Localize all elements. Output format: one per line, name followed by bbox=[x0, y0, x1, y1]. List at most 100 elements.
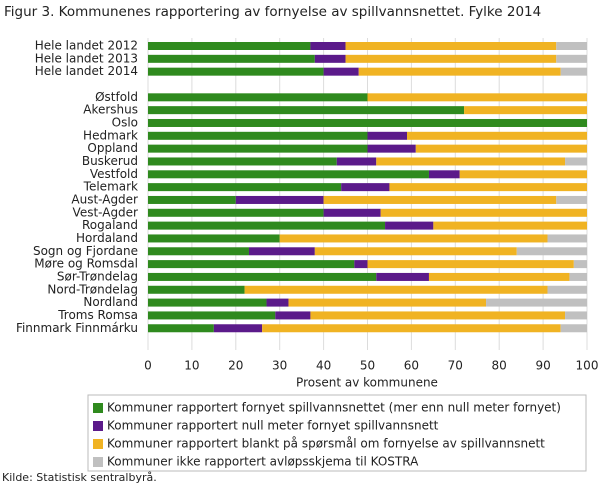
bar-segment bbox=[560, 324, 587, 333]
x-tick-label: 30 bbox=[272, 359, 287, 373]
bar-segment bbox=[516, 247, 587, 256]
bar-segment bbox=[288, 298, 487, 307]
bar-segment bbox=[279, 234, 548, 243]
bar-segment bbox=[376, 272, 429, 281]
bar-segment bbox=[148, 324, 214, 333]
x-axis-label: Prosent av kommunene bbox=[296, 376, 438, 390]
bar-segment bbox=[148, 157, 337, 166]
legend-swatch bbox=[93, 403, 103, 413]
bar-segment bbox=[148, 144, 368, 153]
bar-segment bbox=[428, 272, 570, 281]
y-tick-label: Buskerud bbox=[82, 154, 138, 168]
bar-segment bbox=[415, 144, 587, 153]
x-tick-label: 90 bbox=[535, 359, 550, 373]
y-tick-label: Sogn og Fjordane bbox=[33, 244, 138, 258]
bar-segment bbox=[358, 67, 561, 76]
y-tick-label: Oppland bbox=[87, 141, 138, 155]
bar-segment bbox=[345, 42, 557, 50]
bar-segment bbox=[560, 67, 587, 76]
bar-segment bbox=[148, 131, 368, 140]
bar-segment bbox=[235, 195, 324, 204]
bar-segment bbox=[565, 157, 587, 166]
bar-segment bbox=[148, 54, 315, 63]
x-tick-label: 100 bbox=[576, 359, 599, 373]
legend-swatch bbox=[93, 457, 103, 467]
legend-swatch bbox=[93, 421, 103, 431]
bar-segment bbox=[428, 170, 460, 179]
y-tick-label: Hedmark bbox=[83, 128, 138, 142]
bar-segment bbox=[148, 170, 429, 179]
bar-segment bbox=[433, 221, 587, 230]
y-tick-label: Oslo bbox=[112, 115, 138, 129]
bar-segment bbox=[310, 311, 566, 320]
y-tick-label: Hordaland bbox=[76, 231, 138, 245]
bar-segment bbox=[323, 208, 381, 217]
x-tick-label: 70 bbox=[448, 359, 463, 373]
bar-segment bbox=[148, 311, 276, 320]
bar-segment bbox=[556, 54, 587, 63]
bar-segment bbox=[148, 260, 355, 269]
y-tick-label: Vest-Agder bbox=[73, 205, 139, 219]
x-tick-label: 0 bbox=[144, 359, 152, 373]
bar-segment bbox=[547, 234, 587, 243]
bar-segment bbox=[148, 93, 368, 102]
bar-segment bbox=[556, 42, 587, 50]
y-tick-label: Finnmark Finnmárku bbox=[16, 321, 138, 335]
y-tick-label: Rogaland bbox=[82, 218, 138, 232]
bar-segment bbox=[547, 285, 587, 294]
x-tick-label: 20 bbox=[228, 359, 243, 373]
bar-segment bbox=[486, 298, 587, 307]
bar-segment bbox=[148, 42, 311, 50]
bar-segment bbox=[336, 157, 377, 166]
bar-segment bbox=[248, 247, 315, 256]
y-tick-label: Sør-Trøndelag bbox=[57, 269, 138, 283]
bar-segment bbox=[148, 285, 245, 294]
y-tick-label: Troms Romsa bbox=[57, 308, 138, 322]
bar-segment bbox=[367, 144, 416, 153]
bar-segment bbox=[148, 298, 267, 307]
bar-segment bbox=[573, 260, 587, 269]
bar-segment bbox=[385, 221, 434, 230]
bar-segment bbox=[213, 324, 263, 333]
bar-segment bbox=[407, 131, 587, 140]
bar-segment bbox=[367, 260, 574, 269]
legend-swatch bbox=[93, 439, 103, 449]
y-tick-label: Hele landet 2012 bbox=[35, 39, 138, 53]
bar-segment bbox=[148, 208, 324, 217]
bar-segment bbox=[464, 106, 587, 115]
bar-segment bbox=[341, 183, 390, 192]
y-tick-label: Hele landet 2014 bbox=[35, 64, 138, 78]
bar-segment bbox=[459, 170, 587, 179]
bar-segment bbox=[148, 221, 386, 230]
y-tick-label: Møre og Romsdal bbox=[34, 257, 138, 271]
bar-segment bbox=[275, 311, 311, 320]
bar-segment bbox=[148, 272, 377, 281]
bar-segment bbox=[148, 234, 280, 243]
bar-segment bbox=[148, 195, 236, 204]
bar-segment bbox=[367, 93, 587, 102]
y-tick-label: Nordland bbox=[83, 295, 138, 309]
bar-segment bbox=[380, 208, 587, 217]
y-tick-label: Østfold bbox=[95, 90, 138, 104]
legend-label: Kommuner rapportert blankt på spørsmål o… bbox=[107, 437, 545, 451]
y-tick-label: Hele landet 2013 bbox=[35, 51, 138, 65]
bar-segment bbox=[266, 298, 289, 307]
y-tick-label: Telemark bbox=[83, 180, 138, 194]
y-tick-label: Vestfold bbox=[90, 167, 138, 181]
legend-label: Kommuner rapportert null meter fornyet s… bbox=[107, 419, 439, 433]
bar-segment bbox=[148, 106, 465, 115]
bar-segment bbox=[148, 247, 249, 256]
chart-title: Figur 3. Kommunenes rapportering av forn… bbox=[4, 4, 541, 20]
bar-segment bbox=[345, 54, 557, 63]
bar-segment bbox=[354, 260, 368, 269]
y-tick-label: Akershus bbox=[83, 103, 138, 117]
bar-segment bbox=[367, 131, 408, 140]
x-tick-label: 10 bbox=[184, 359, 199, 373]
y-tick-label: Nord-Trøndelag bbox=[47, 282, 138, 296]
bar-segment bbox=[148, 183, 342, 192]
x-tick-label: 50 bbox=[360, 359, 375, 373]
bar-segment bbox=[389, 183, 587, 192]
legend-box bbox=[87, 394, 587, 472]
bar-segment bbox=[314, 247, 517, 256]
